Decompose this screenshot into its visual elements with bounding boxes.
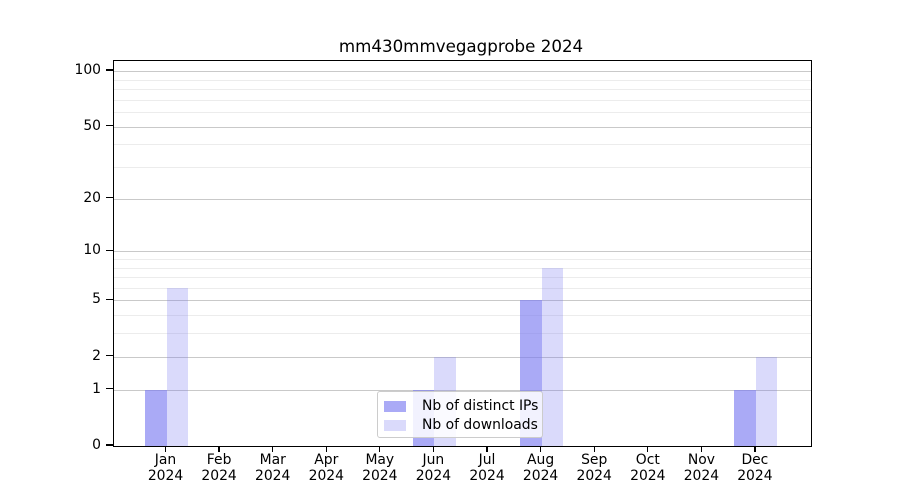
major-gridline-1 — [114, 389, 811, 391]
minor-gridline-40 — [114, 144, 811, 146]
x-tick-label-jul: Jul 2024 — [469, 452, 505, 484]
major-gridline-5 — [114, 300, 811, 302]
minor-gridline-70 — [114, 99, 811, 101]
y-tick-5 — [106, 298, 113, 301]
x-tick-label-oct: Oct 2024 — [630, 452, 666, 484]
minor-gridline-4 — [114, 315, 811, 317]
minor-gridline-90 — [114, 79, 811, 81]
x-tick-label-apr: Apr 2024 — [308, 452, 344, 484]
y-tick-50 — [106, 124, 113, 127]
minor-gridline-30 — [114, 167, 811, 168]
legend-swatch-downloads-icon — [384, 419, 406, 431]
legend-label-distinct-ips: Nb of distinct IPs — [422, 398, 539, 414]
y-tick-label-10: 10 — [83, 242, 101, 259]
x-tick-label-may: May 2024 — [362, 452, 398, 484]
x-tick-label-sep: Sep 2024 — [576, 452, 612, 484]
minor-gridline-8 — [114, 267, 811, 269]
x-tick-nov — [700, 446, 703, 453]
y-tick-label-100: 100 — [74, 62, 101, 79]
minor-gridline-9 — [114, 258, 811, 260]
x-tick-label-feb: Feb 2024 — [201, 452, 237, 484]
minor-gridline-7 — [114, 277, 811, 279]
x-tick-dec — [754, 446, 756, 453]
legend-item-distinct-ips: Nb of distinct IPs — [384, 397, 539, 415]
x-tick-sep — [593, 446, 595, 453]
x-tick-label-jan: Jan 2024 — [147, 452, 184, 484]
x-tick-label-jun: Jun 2024 — [415, 452, 452, 484]
bar-dec-downloads — [755, 356, 778, 446]
major-gridline-20 — [114, 198, 811, 200]
y-tick-label-1: 1 — [92, 380, 101, 397]
y-tick-2 — [106, 355, 113, 357]
y-tick-1 — [106, 388, 113, 390]
y-tick-100 — [106, 69, 113, 71]
minor-gridline-3 — [114, 333, 811, 335]
legend: Nb of distinct IPs Nb of downloads — [377, 391, 543, 438]
x-tick-jun — [432, 446, 435, 453]
y-tick-20 — [106, 197, 113, 199]
x-tick-label-aug: Aug 2024 — [522, 452, 559, 484]
legend-swatch-distinct-ips-icon — [384, 400, 406, 412]
major-gridline-100 — [114, 71, 811, 73]
x-tick-label-nov: Nov 2024 — [683, 452, 720, 484]
major-gridline-10 — [114, 251, 811, 253]
y-tick-label-20: 20 — [83, 189, 101, 206]
legend-item-downloads: Nb of downloads — [384, 416, 538, 434]
x-tick-mar — [272, 446, 274, 453]
y-tick-10 — [106, 249, 113, 251]
major-gridline-2 — [114, 356, 811, 358]
chart-title: mm430mmvegagprobe 2024 — [338, 36, 584, 56]
y-tick-label-0: 0 — [92, 437, 101, 453]
bar-dec-ips — [734, 389, 756, 446]
x-tick-aug — [539, 446, 542, 453]
x-tick-label-dec: Dec 2024 — [737, 452, 773, 484]
x-tick-jul — [486, 446, 488, 453]
y-tick-0 — [106, 444, 113, 446]
x-tick-apr — [325, 446, 327, 453]
minor-gridline-6 — [114, 287, 811, 289]
minor-gridline-80 — [114, 89, 811, 90]
bar-jan-downloads — [166, 287, 188, 446]
y-tick-label-50: 50 — [83, 117, 101, 134]
y-tick-label-5: 5 — [92, 291, 101, 308]
x-tick-jan — [164, 446, 167, 453]
bar-aug-downloads — [541, 267, 564, 446]
minor-gridline-60 — [114, 112, 811, 114]
bar-jan-ips — [145, 389, 167, 446]
x-tick-oct — [647, 446, 649, 453]
plot-area — [113, 60, 812, 447]
legend-label-downloads: Nb of downloads — [422, 417, 538, 433]
x-tick-may — [379, 446, 381, 453]
x-tick-label-mar: Mar 2024 — [255, 452, 291, 484]
y-tick-label-2: 2 — [92, 347, 101, 364]
major-gridline-50 — [114, 126, 811, 128]
x-tick-feb — [218, 446, 220, 453]
